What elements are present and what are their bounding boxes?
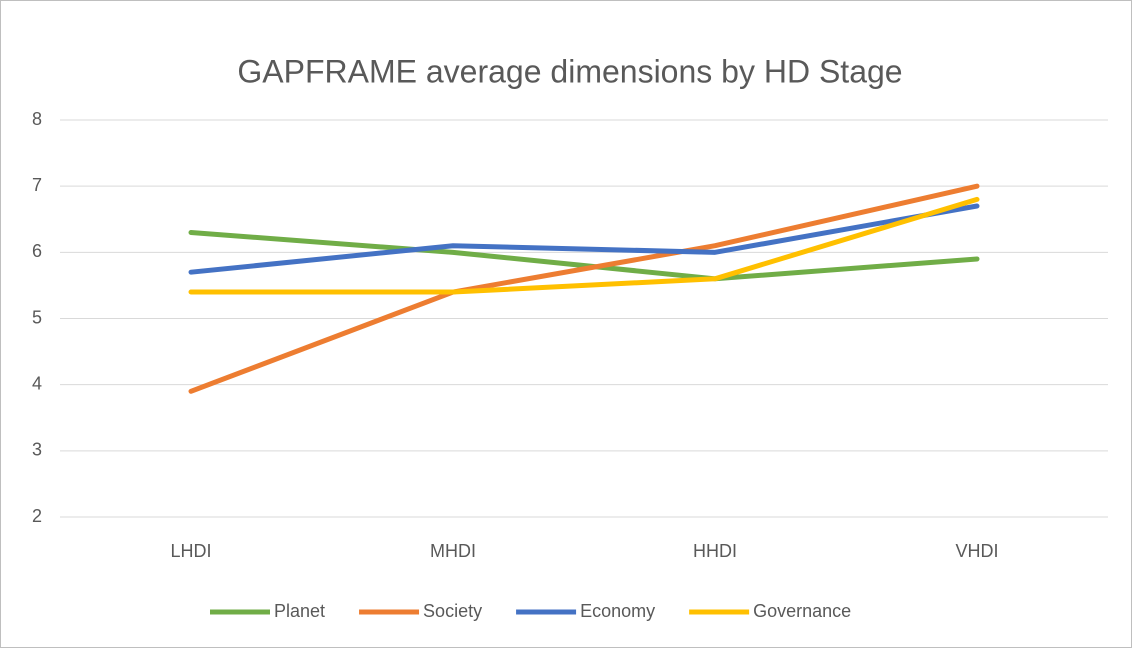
x-tick-label: VHDI xyxy=(955,541,998,561)
series-line xyxy=(188,203,980,275)
y-tick-label: 5 xyxy=(32,307,42,327)
series-line xyxy=(188,196,980,295)
y-tick-label: 4 xyxy=(32,373,42,393)
y-tick-label: 6 xyxy=(32,241,42,261)
y-tick-label: 7 xyxy=(32,175,42,195)
x-tick-label: MHDI xyxy=(430,541,476,561)
x-tick-label: HHDI xyxy=(693,541,737,561)
y-tick-label: 2 xyxy=(32,506,42,526)
legend-label: Society xyxy=(423,601,482,621)
series-line xyxy=(188,229,980,282)
y-tick-label: 8 xyxy=(32,109,42,129)
chart-title: GAPFRAME average dimensions by HD Stage xyxy=(237,53,902,89)
y-tick-label: 3 xyxy=(32,440,42,460)
legend-label: Governance xyxy=(753,601,851,621)
x-tick-label: LHDI xyxy=(170,541,211,561)
legend-label: Planet xyxy=(274,601,325,621)
legend-label: Economy xyxy=(580,601,655,621)
series-line xyxy=(188,183,980,394)
